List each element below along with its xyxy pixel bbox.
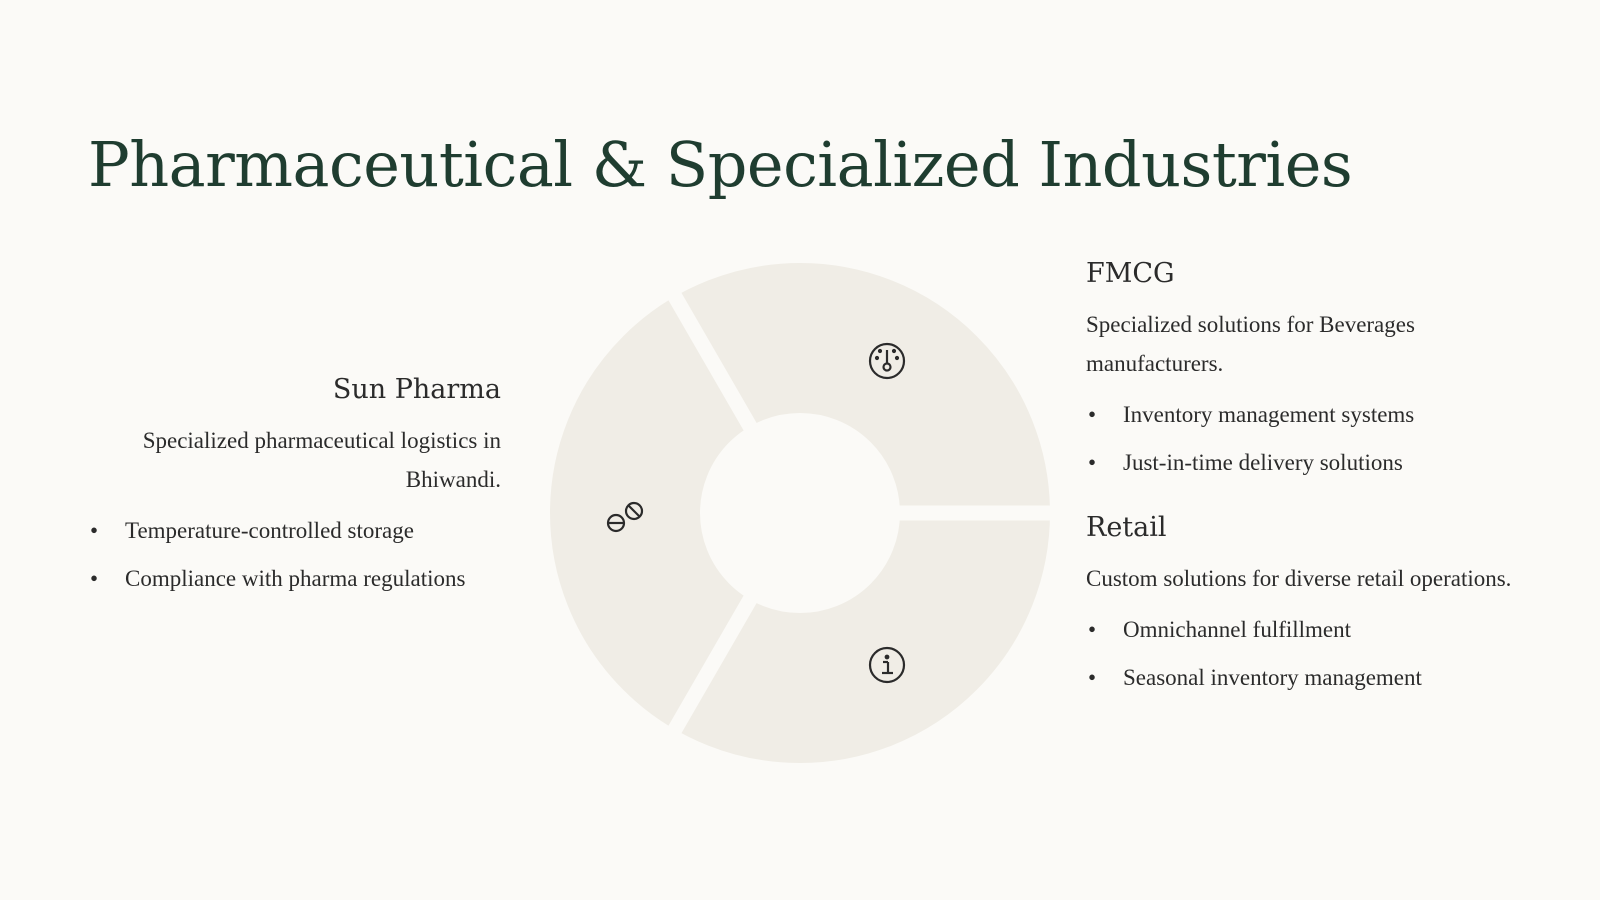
list-item: Inventory management systems bbox=[1086, 395, 1526, 434]
pills-icon bbox=[606, 501, 644, 533]
retail-bullets: Omnichannel fulfillment Seasonal invento… bbox=[1086, 610, 1526, 697]
page-title: Pharmaceutical & Specialized Industries bbox=[88, 128, 1353, 201]
list-item: Temperature-controlled storage bbox=[88, 511, 501, 550]
list-item: Omnichannel fulfillment bbox=[1086, 610, 1526, 649]
sun-pharma-bullets: Temperature-controlled storage Complianc… bbox=[88, 511, 501, 598]
fmcg-section: FMCG Specialized solutions for Beverages… bbox=[1086, 258, 1526, 482]
list-item: Compliance with pharma regulations bbox=[88, 559, 501, 598]
info-icon bbox=[868, 646, 906, 684]
gauge-icon bbox=[868, 342, 906, 380]
sun-pharma-heading: Sun Pharma bbox=[332, 374, 501, 405]
fmcg-heading: FMCG bbox=[1086, 258, 1175, 289]
retail-section: Retail Custom solutions for diverse reta… bbox=[1086, 512, 1526, 697]
retail-description: Custom solutions for diverse retail oper… bbox=[1086, 566, 1512, 591]
segment-gap-upper-left bbox=[663, 284, 807, 517]
segment-donut bbox=[550, 263, 1060, 763]
fmcg-bullets: Inventory management systems Just-in-tim… bbox=[1086, 395, 1526, 482]
list-item: Just-in-time delivery solutions bbox=[1086, 443, 1526, 482]
retail-heading: Retail bbox=[1086, 512, 1167, 543]
list-item: Seasonal inventory management bbox=[1086, 658, 1526, 697]
right-column: FMCG Specialized solutions for Beverages… bbox=[1086, 258, 1526, 706]
sun-pharma-description: Specialized pharmaceutical logistics in … bbox=[142, 428, 501, 492]
fmcg-description: Specialized solutions for Beverages manu… bbox=[1086, 312, 1415, 376]
segment-gap-lower-left bbox=[663, 509, 807, 742]
sun-pharma-section: Sun Pharma Specialized pharmaceutical lo… bbox=[88, 374, 501, 607]
